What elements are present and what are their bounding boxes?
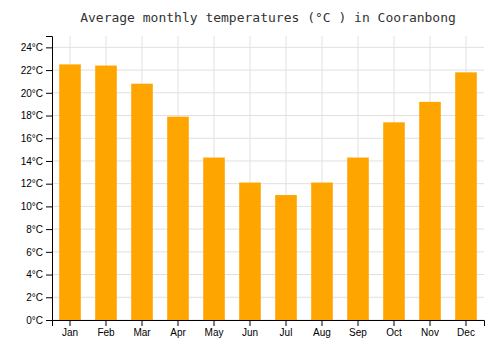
y-tick: 12°C (21, 178, 52, 189)
bar (95, 66, 117, 320)
y-tick-mark (46, 206, 52, 207)
y-axis: 0°C 2°C 4°C 6°C 8°C 10°C 12°C 14°C 16°C 18°C 20°C 2… (21, 37, 53, 326)
y-tick-mark (46, 275, 52, 276)
x-tick: Feb (97, 320, 115, 338)
y-tick-mark (46, 229, 52, 230)
y-tick-mark (46, 93, 52, 94)
y-tick-mark (46, 252, 52, 253)
y-tick-label: 2°C (26, 292, 43, 303)
y-tick-label: 14°C (21, 156, 43, 167)
y-tick: 18°C (21, 110, 52, 121)
y-axis-line (46, 37, 53, 321)
title: Average monthly temperatures (°C ) in Co… (80, 10, 456, 25)
x-tick-label: Jul (280, 327, 293, 338)
bar (275, 195, 297, 320)
x-tick-label: Apr (170, 327, 186, 338)
x-tick: Dec (457, 320, 475, 338)
y-tick-mark (46, 116, 52, 117)
y-tick-label: 6°C (26, 247, 43, 258)
x-tick-mark (286, 320, 287, 326)
x-tick: Oct (386, 320, 402, 338)
x-tick-label: Aug (313, 327, 331, 338)
x-tick-mark (106, 320, 107, 326)
x-tick: Apr (170, 320, 186, 338)
y-tick-mark (46, 297, 52, 298)
x-tick: Jan (62, 320, 78, 338)
x-tick: Jul (280, 320, 293, 338)
y-tick-label: 0°C (26, 315, 43, 326)
bar (203, 158, 225, 320)
bar (455, 72, 477, 320)
bar (383, 122, 405, 320)
y-tick: 8°C (26, 224, 52, 235)
x-tick-label: Dec (457, 327, 475, 338)
y-tick: 14°C (21, 156, 52, 167)
x-axis: Jan Feb Mar Apr May Jun Jul Aug Sep Oct Nov Dec (53, 320, 485, 338)
y-tick-mark (46, 47, 52, 48)
y-tick-mark (46, 184, 52, 185)
x-tick-mark (466, 320, 467, 326)
x-tick-mark (322, 320, 323, 326)
y-tick: 4°C (26, 269, 52, 280)
bar (239, 183, 261, 320)
x-tick-label: Mar (133, 327, 151, 338)
chart-container: 0°C 2°C 4°C 6°C 8°C 10°C 12°C 14°C 16°C 18°C 20°C 2… (0, 0, 500, 350)
x-tick-mark (178, 320, 179, 326)
y-tick-label: 4°C (26, 269, 43, 280)
x-tick-mark (70, 320, 71, 326)
x-tick-mark (142, 320, 143, 326)
x-tick-label: Sep (349, 327, 367, 338)
y-tick: 0°C (26, 315, 52, 326)
bar (131, 84, 153, 320)
y-tick-label: 8°C (26, 224, 43, 235)
x-tick: Sep (349, 320, 367, 338)
x-tick-label: Jan (62, 327, 78, 338)
x-tick-mark (430, 320, 431, 326)
y-tick: 22°C (21, 65, 52, 76)
y-tick-label: 16°C (21, 133, 43, 144)
y-tick-mark (46, 161, 52, 162)
chart-svg: 0°C 2°C 4°C 6°C 8°C 10°C 12°C 14°C 16°C 18°C 20°C 2… (0, 0, 500, 350)
y-tick-label: 24°C (21, 42, 43, 53)
x-tick: Jun (242, 320, 258, 338)
x-tick: Aug (313, 320, 331, 338)
y-tick: 16°C (21, 133, 52, 144)
x-tick-mark (394, 320, 395, 326)
y-tick: 20°C (21, 88, 52, 99)
x-tick-mark (358, 320, 359, 326)
y-tick-label: 12°C (21, 178, 43, 189)
x-tick-label: Jun (242, 327, 258, 338)
bar (59, 64, 81, 320)
x-tick-mark (214, 320, 215, 326)
y-tick-mark (46, 70, 52, 71)
y-tick: 6°C (26, 247, 52, 258)
x-tick-label: May (205, 327, 224, 338)
y-grid-line (52, 47, 484, 48)
y-tick: 10°C (21, 201, 52, 212)
y-tick-label: 22°C (21, 65, 43, 76)
y-tick-label: 18°C (21, 110, 43, 121)
y-tick: 24°C (21, 42, 52, 53)
x-tick-mark (250, 320, 251, 326)
x-axis-line (53, 321, 485, 327)
x-tick-label: Oct (386, 327, 402, 338)
x-tick: Mar (133, 320, 151, 338)
bar (347, 158, 369, 320)
bar (167, 117, 189, 320)
bar (311, 183, 333, 320)
y-tick-label: 20°C (21, 88, 43, 99)
y-tick-mark (46, 138, 52, 139)
y-tick: 2°C (26, 292, 52, 303)
x-tick: Nov (421, 320, 439, 338)
x-tick-label: Feb (97, 327, 115, 338)
x-tick: May (205, 320, 224, 338)
bars (59, 64, 477, 320)
plot: 0°C 2°C 4°C 6°C 8°C 10°C 12°C 14°C 16°C 18°C 20°C 2… (21, 36, 485, 338)
y-tick-mark (46, 320, 52, 321)
bar (419, 102, 441, 320)
y-tick-label: 10°C (21, 201, 43, 212)
grid (52, 36, 484, 320)
x-tick-label: Nov (421, 327, 439, 338)
